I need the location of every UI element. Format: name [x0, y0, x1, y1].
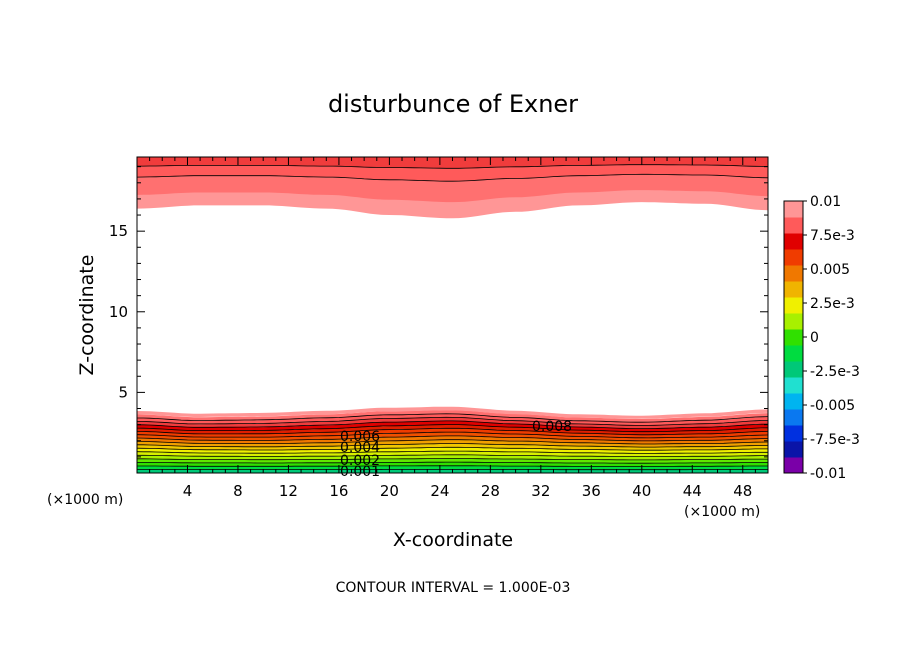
- colorbar-swatch: [784, 265, 803, 282]
- colorbar-swatch: [784, 201, 803, 218]
- contour-line-bottom: [137, 413, 769, 423]
- colorbar: 0.01 7.5e-3 0.005 2.5e-3 0 -2.5e-3 -0.005 -7.5e…: [783, 194, 860, 482]
- contour-band-bottom: [137, 432, 768, 441]
- contour-line-bottom: [136, 424, 769, 433]
- y-tick-label: 10: [109, 303, 128, 321]
- x-tick-label: 8: [233, 482, 243, 500]
- contour-band-bottom: [137, 424, 768, 435]
- x-tick-label: 24: [430, 482, 449, 500]
- contour-band-bottom: [137, 410, 768, 423]
- x-tick-label: 40: [632, 482, 651, 500]
- colorbar-swatch: [784, 393, 803, 410]
- colorbar-swatch: [784, 233, 803, 250]
- colorbar-swatch: [784, 409, 803, 426]
- contour-band-bottom: [137, 406, 768, 419]
- colorbar-swatch: [784, 345, 803, 362]
- colorbar-label: 0: [810, 330, 819, 346]
- contour-label: 0.004: [340, 440, 380, 456]
- chart-title: disturbunce of Exner: [328, 90, 578, 118]
- colorbar-swatch: [784, 377, 803, 394]
- y-tick-label: 5: [118, 383, 128, 401]
- contour-line-top: [136, 173, 769, 182]
- x-tick-label: 20: [380, 482, 399, 500]
- colorbar-label: -0.005: [810, 398, 855, 414]
- contour-band-bottom: [137, 454, 768, 460]
- x-unit-right: (×1000 m): [684, 504, 760, 520]
- contour-line-bottom: [137, 461, 768, 464]
- colorbar-label: -0.01: [810, 466, 846, 482]
- colorbar-swatch: [784, 361, 803, 378]
- colorbar-swatch: [784, 217, 803, 234]
- contour-line-top: [137, 164, 769, 169]
- x-axis: 4 8 12 16 20 24 28 32 36 40 44 48: [136, 157, 769, 500]
- contour-line-bottom: [136, 427, 769, 436]
- colorbar-swatch: [784, 457, 803, 474]
- colorbar-swatch: [784, 441, 803, 458]
- contour-band-bottom: [137, 413, 768, 426]
- contour-line-bottom: [136, 416, 769, 426]
- y-axis-label: Z-coordinate: [76, 255, 98, 376]
- contour-band-bottom: [137, 447, 768, 454]
- x-tick-label: 36: [582, 482, 601, 500]
- contour-band-bottom: [137, 428, 768, 438]
- colorbar-label: -7.5e-3: [810, 432, 860, 448]
- colorbar-label: 7.5e-3: [810, 228, 855, 244]
- colorbar-swatch: [784, 297, 803, 314]
- contour-label: 0.006: [340, 429, 380, 445]
- contour-band-bottom: [137, 451, 768, 457]
- x-unit-left: (×1000 m): [47, 492, 123, 508]
- y-axis: 5 10 15: [109, 166, 768, 474]
- contour-line-bottom: [137, 439, 769, 445]
- colorbar-swatch: [784, 425, 803, 442]
- x-tick-label: 16: [329, 482, 348, 500]
- contour-line-bottom: [136, 450, 768, 454]
- colorbar-label: 0.005: [810, 262, 850, 278]
- contour-line-bottom: [136, 446, 768, 451]
- x-tick-label: 32: [531, 482, 550, 500]
- contour-label: 0.008: [532, 419, 572, 435]
- contour-label: 0.002: [340, 453, 380, 469]
- contour-interval-note: CONTOUR INTERVAL = 1.000E-03: [336, 580, 571, 596]
- colorbar-swatch: [784, 313, 803, 330]
- x-tick-label: 4: [183, 482, 193, 500]
- x-tick-label: 48: [733, 482, 752, 500]
- colorbar-label: 2.5e-3: [810, 296, 855, 312]
- contour-band-bottom: [137, 436, 768, 444]
- x-tick-label: 28: [481, 482, 500, 500]
- contour-label: 0.001: [340, 464, 380, 480]
- contour-line-bottom: [137, 458, 768, 461]
- colorbar-swatch: [784, 329, 803, 346]
- contour-line-bottom: [137, 420, 769, 429]
- x-axis-label: X-coordinate: [393, 529, 513, 551]
- x-tick-label: 12: [279, 482, 298, 500]
- colorbar-swatch: [784, 281, 803, 298]
- colorbar-swatch: [784, 249, 803, 266]
- colorbar-label: 0.01: [810, 194, 841, 210]
- contour-line-bottom: [137, 454, 768, 457]
- colorbar-label: -2.5e-3: [810, 364, 860, 380]
- contour-line-bottom: [137, 465, 768, 467]
- x-tick-label: 44: [683, 482, 702, 500]
- contour-line-bottom: [136, 431, 769, 439]
- contour-band-bottom: [137, 420, 768, 432]
- contour-fields: [137, 157, 768, 473]
- contour-line-bottom: [136, 435, 768, 442]
- y-tick-label: 15: [109, 222, 128, 240]
- contour-line-bottom: [137, 443, 768, 448]
